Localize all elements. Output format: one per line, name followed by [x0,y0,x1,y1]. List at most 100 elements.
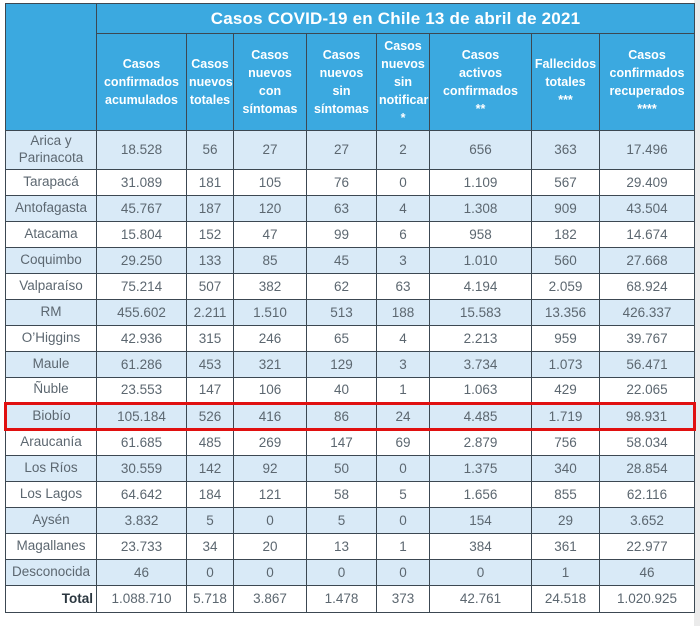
table-row: Los Lagos 64.642 184 121 58 5 1.656 855 62.116 [5,480,696,508]
value-cell: 656 [429,130,532,170]
value-cell: 1.109 [429,168,532,196]
table-row: Maule 61.286 453 321 129 3 3.734 1.073 56.471 [5,350,696,378]
value-cell: 1 [531,558,600,586]
value-cell: 0 [186,558,234,586]
value-cell: 3.832 [96,506,187,534]
table-row: Araucanía 61.685 485 269 147 69 2.879 756 58.034 [5,428,696,456]
value-cell: 29.409 [598,168,696,196]
value-cell: 2.211 [186,298,234,326]
value-cell: 4 [376,194,430,222]
value-cell: 30.559 [96,454,187,482]
value-cell: 63 [306,194,377,222]
total-value-cell: 24.518 [531,584,600,613]
total-value-cell: 1.088.710 [96,584,187,613]
value-cell: 0 [233,506,307,534]
value-cell: 2.213 [429,324,532,352]
table-row: Desconocida 46 0 0 0 0 0 1 46 [5,558,696,586]
value-cell: 429 [531,376,600,404]
value-cell: 133 [186,246,234,274]
value-cell: 187 [186,194,234,222]
value-cell: 959 [531,324,600,352]
value-cell: 1.063 [429,376,532,404]
total-label: Total [5,584,97,613]
value-cell: 86 [306,401,377,431]
value-cell: 64.642 [96,480,187,508]
value-cell: 1 [376,376,430,404]
value-cell: 567 [531,168,600,196]
value-cell: 3 [376,350,430,378]
value-cell: 3 [376,246,430,274]
value-cell: 105 [233,168,307,196]
table-row: Antofagasta 45.767 187 120 63 4 1.308 909 43.504 [5,194,696,222]
table-row: Arica y Parinacota 18.528 56 27 27 2 656 363 17.… [5,130,696,170]
total-value-cell: 1.020.925 [598,584,696,613]
column-header-5: Casos nuevos sin notificar * [376,33,430,131]
value-cell: 14.674 [598,220,696,248]
region-cell: Aysén [5,506,97,534]
value-cell: 24 [376,401,430,431]
region-cell: Tarapacá [5,168,97,196]
value-cell: 63 [376,272,430,300]
value-cell: 4.485 [429,401,532,431]
table-title: Casos COVID-19 en Chile 13 de abril de 2… [95,3,696,34]
value-cell: 5 [306,506,377,534]
table-row: Valparaíso 75.214 507 382 62 63 4.194 2.059 68.9… [5,272,696,300]
region-cell: RM [5,298,97,326]
value-cell: 20 [233,532,307,560]
region-cell: Araucanía [5,428,97,456]
region-cell: Ñuble [5,376,97,404]
value-cell: 22.065 [598,376,696,404]
table-row: Atacama 15.804 152 47 99 6 958 182 14.674 [5,220,696,248]
region-cell: Antofagasta [5,194,97,222]
table-row: Tarapacá 31.089 181 105 76 0 1.109 567 29.409 [5,168,696,196]
value-cell: 560 [531,246,600,274]
value-cell: 106 [233,376,307,404]
region-cell: Desconocida [5,558,97,586]
value-cell: 47 [233,220,307,248]
value-cell: 1.719 [531,401,600,431]
value-cell: 29.250 [96,246,187,274]
value-cell: 31.089 [96,168,187,196]
column-header-6: Casos activos confirmados ** [429,33,532,131]
region-cell: Los Lagos [5,480,97,508]
value-cell: 181 [186,168,234,196]
value-cell: 0 [376,454,430,482]
value-cell: 28.854 [598,454,696,482]
value-cell: 1.375 [429,454,532,482]
value-cell: 27 [306,130,377,170]
value-cell: 105.184 [96,401,187,431]
value-cell: 121 [233,480,307,508]
value-cell: 15.804 [96,220,187,248]
value-cell: 50 [306,454,377,482]
region-cell: Valparaíso [5,272,97,300]
value-cell: 5 [376,480,430,508]
value-cell: 129 [306,350,377,378]
value-cell: 75.214 [96,272,187,300]
value-cell: 152 [186,220,234,248]
value-cell: 15.583 [429,298,532,326]
value-cell: 485 [186,428,234,456]
value-cell: 246 [233,324,307,352]
value-cell: 363 [531,130,600,170]
total-row: Total 1.088.710 5.718 3.867 1.478 373 42.761 2… [5,584,696,613]
value-cell: 98.931 [598,401,697,431]
value-cell: 76 [306,168,377,196]
region-cell: Arica y Parinacota [5,130,97,170]
value-cell: 154 [429,506,532,534]
column-header-2: Casos nuevos totales [186,33,234,131]
total-value-cell: 1.478 [306,584,377,613]
region-cell: Atacama [5,220,97,248]
value-cell: 13.356 [531,298,600,326]
value-cell: 1.308 [429,194,532,222]
value-cell: 39.767 [598,324,696,352]
value-cell: 92 [233,454,307,482]
value-cell: 958 [429,220,532,248]
value-cell: 909 [531,194,600,222]
value-cell: 23.733 [96,532,187,560]
column-header-row: Casos confirmados acumulados Casos nuevos… [6,33,696,131]
table-row: O’Higgins 42.936 315 246 65 4 2.213 959 39.767 [5,324,696,352]
value-cell: 182 [531,220,600,248]
value-cell: 23.553 [96,376,187,404]
value-cell: 34 [186,532,234,560]
value-cell: 4.194 [429,272,532,300]
